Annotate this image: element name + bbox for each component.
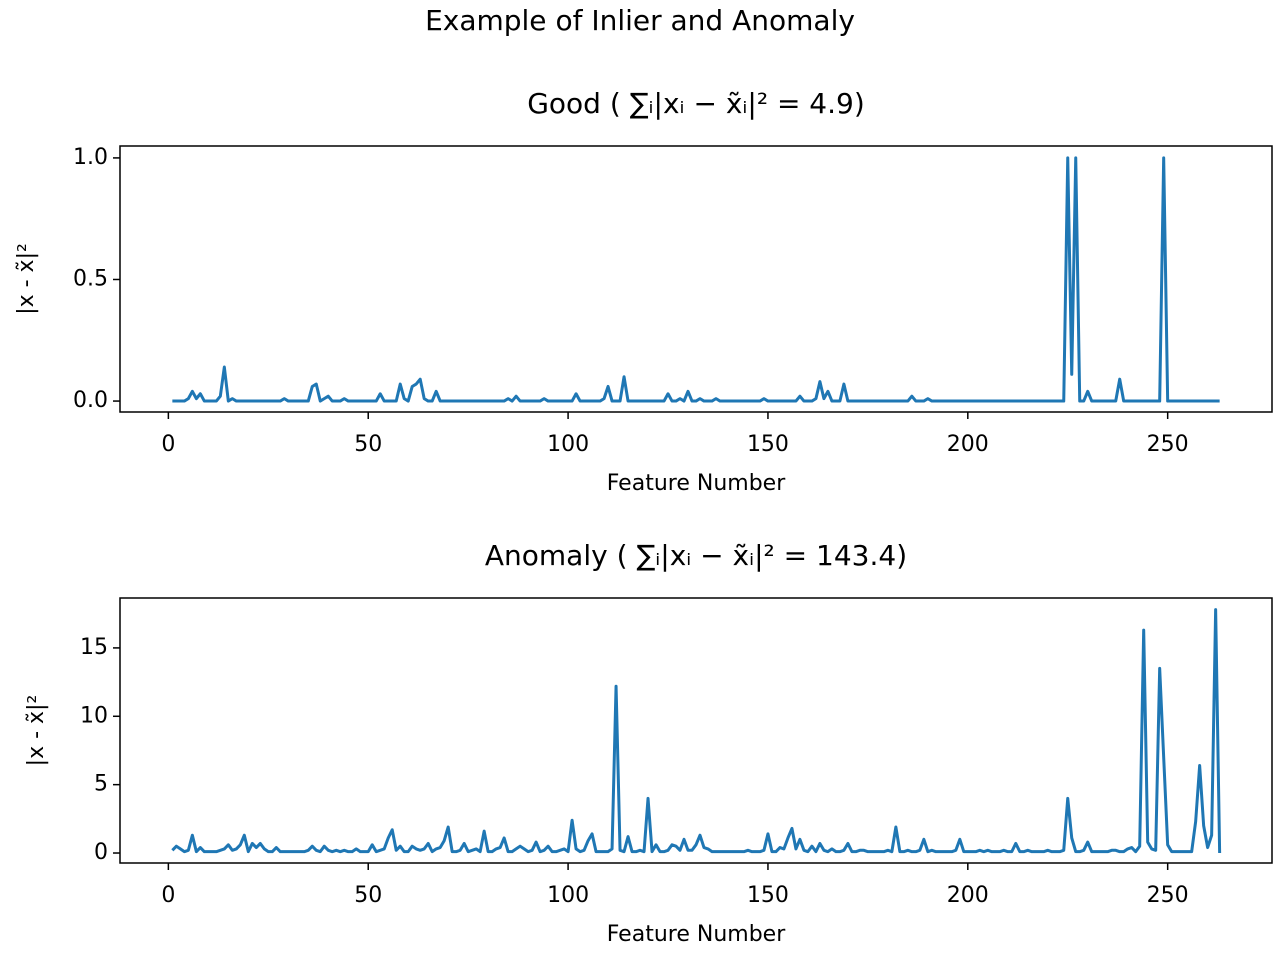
y-tick-label: 10 — [80, 703, 108, 728]
y-tick-label: 5 — [94, 772, 108, 797]
y-tick-label: 0.0 — [73, 388, 108, 413]
y-axis-label: |x - x̃|² — [14, 243, 39, 315]
y-tick-label: 1.0 — [73, 145, 108, 170]
x-tick-label: 50 — [354, 432, 382, 457]
x-tick-label: 150 — [747, 432, 789, 457]
x-tick-label: 150 — [747, 883, 789, 908]
x-axis-label: Feature Number — [607, 471, 786, 496]
x-tick-label: 100 — [547, 432, 589, 457]
subplot-title: Good ( ∑ᵢ|xᵢ − x̃ᵢ|² = 4.9) — [527, 87, 865, 120]
x-tick-label: 100 — [547, 883, 589, 908]
x-tick-label: 50 — [354, 883, 382, 908]
axes-frame — [119, 145, 1273, 413]
x-tick-label: 200 — [947, 883, 989, 908]
data-line — [172, 156, 1220, 403]
data-line — [171, 608, 1222, 854]
y-tick-label: 15 — [80, 635, 108, 660]
x-tick-label: 200 — [947, 432, 989, 457]
axes-frame — [119, 597, 1273, 864]
y-axis-label: |x - x̃|² — [24, 695, 49, 767]
subplot-title: Anomaly ( ∑ᵢ|xᵢ − x̃ᵢ|² = 143.4) — [485, 539, 907, 572]
x-tick-label: 0 — [161, 883, 175, 908]
x-tick-label: 0 — [161, 432, 175, 457]
y-tick-label: 0 — [94, 840, 108, 865]
x-tick-label: 250 — [1147, 432, 1189, 457]
figure-title: Example of Inlier and Anomaly — [425, 4, 855, 37]
x-axis-label: Feature Number — [607, 922, 786, 947]
x-tick-label: 250 — [1147, 883, 1189, 908]
y-tick-label: 0.5 — [73, 266, 108, 291]
